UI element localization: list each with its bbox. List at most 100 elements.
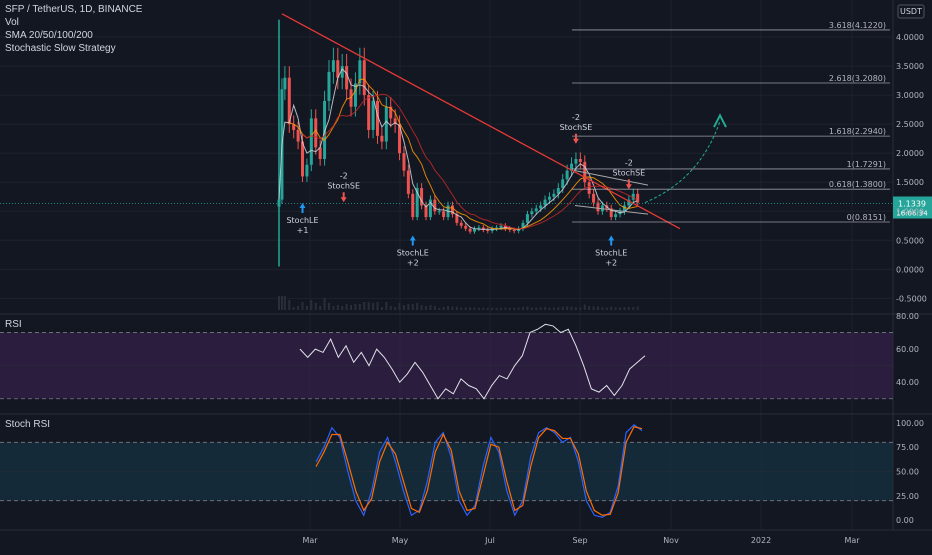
volume-bar xyxy=(280,296,283,310)
volume-bar xyxy=(350,305,353,310)
long-entry-arrow xyxy=(409,235,416,246)
volume-bar xyxy=(610,306,613,310)
rsi-pane[interactable] xyxy=(0,323,893,400)
candle-body xyxy=(495,227,499,229)
volume-bar xyxy=(292,307,295,310)
forecast-arrow-path xyxy=(644,121,721,204)
candle-body xyxy=(473,228,477,232)
fib-level-label: 2.618(3.2080) xyxy=(829,74,886,83)
volume-bar xyxy=(336,305,339,310)
candle-body xyxy=(631,193,635,200)
volume-bar xyxy=(464,307,467,310)
candle-body xyxy=(525,214,529,223)
volume-bar xyxy=(385,302,388,310)
candle-body xyxy=(340,66,344,78)
volume-bar xyxy=(341,306,344,310)
volume-bar xyxy=(407,304,410,310)
volume-bar xyxy=(451,306,454,310)
price-tick-label: 4.0000 xyxy=(896,33,924,42)
candle-body xyxy=(314,118,318,148)
candle-body xyxy=(556,188,560,194)
volume-bar xyxy=(627,307,630,310)
price-tick-label: -0.5000 xyxy=(896,294,927,303)
price-tick-label: 1.0000 xyxy=(896,207,924,216)
volume-bar xyxy=(389,306,392,310)
current-price-badge xyxy=(893,196,932,219)
candle-body xyxy=(371,100,375,130)
volume-bar xyxy=(433,306,436,310)
volume-bar xyxy=(614,307,617,310)
strategy-indicator-label[interactable]: Stochastic Slow Strategy xyxy=(5,43,116,54)
stoch-rsi-pane[interactable] xyxy=(0,424,893,518)
candle-body xyxy=(512,229,516,232)
candle-body xyxy=(305,164,309,177)
volume-bar xyxy=(486,307,489,310)
rsi-pane-label[interactable]: RSI xyxy=(5,319,22,330)
sma-100-line xyxy=(302,93,638,230)
candle-body xyxy=(490,228,494,232)
price-tick-label: 0.5000 xyxy=(896,236,924,245)
volume-bar xyxy=(345,304,348,310)
volume-bar xyxy=(636,306,639,310)
signal-qty: +2 xyxy=(407,259,419,268)
signal-qty: -2 xyxy=(625,158,633,167)
volume-bar xyxy=(363,302,366,310)
price-tick-label: 2.0000 xyxy=(896,149,924,158)
price-tick-label: 1.5000 xyxy=(896,178,924,187)
signal-label: StochLE xyxy=(397,249,429,258)
sma-50-line xyxy=(289,78,638,230)
candle-body xyxy=(433,199,437,212)
candle-body xyxy=(353,83,357,107)
price-pane[interactable]: 3.618(4.1220) 2.618(3.2080) 1.618(2.2940) 1… xyxy=(0,13,893,310)
volume-bar xyxy=(376,302,379,310)
volume-bar xyxy=(517,307,520,310)
candle-body xyxy=(481,227,485,230)
volume-indicator-label[interactable]: Vol xyxy=(5,17,19,28)
candle-body xyxy=(327,71,331,101)
candle-body xyxy=(318,147,322,159)
volume-bar xyxy=(372,303,375,310)
volume-bar xyxy=(491,307,494,310)
volume-bar xyxy=(310,300,313,310)
volume-bar xyxy=(278,296,280,310)
volume-bar xyxy=(380,307,383,310)
sma-20-line xyxy=(278,68,638,231)
stoch-tick-label: 50.00 xyxy=(896,468,919,477)
volume-bar xyxy=(561,306,564,310)
price-tick-label: 0.0000 xyxy=(896,265,924,274)
long-entry-arrow xyxy=(608,235,615,246)
short-entry-arrow xyxy=(572,133,579,144)
stoch-tick-label: 75.00 xyxy=(896,443,919,452)
bar-countdown-text: 16:06:34 xyxy=(896,209,928,217)
volume-bar xyxy=(301,302,304,310)
stoch-tick-label: 0.00 xyxy=(896,516,914,525)
candle-body xyxy=(420,188,424,206)
candle-body xyxy=(402,153,406,171)
volume-bar xyxy=(495,307,498,310)
candle-body xyxy=(424,205,428,218)
candle-body xyxy=(499,225,503,228)
candle-body xyxy=(596,202,600,212)
channel-line-lower xyxy=(574,204,649,215)
candle-body xyxy=(437,211,441,213)
current-price-text: 1.1339 xyxy=(898,199,926,208)
stoch-tick-label: 100.00 xyxy=(896,419,924,428)
volume-bar xyxy=(411,304,414,310)
candle-body xyxy=(292,124,296,130)
forecast-arrow-head xyxy=(713,113,727,128)
volume-bar xyxy=(402,305,405,310)
candle-body xyxy=(406,170,410,194)
fib-level-label: 0.618(1.3800) xyxy=(829,180,886,189)
volume-bar xyxy=(447,306,450,310)
volume-bar xyxy=(288,300,291,310)
symbol-title[interactable]: SFP / TetherUS, 1D, BINANCE xyxy=(5,4,143,15)
sma-indicator-label[interactable]: SMA 20/50/100/200 xyxy=(5,30,93,41)
fib-level-label: 1.618(2.2940) xyxy=(829,127,886,136)
long-entry-arrow xyxy=(299,203,306,214)
volume-bar xyxy=(319,306,322,310)
signal-label: StochSE xyxy=(560,123,593,132)
stoch-rsi-pane-label[interactable]: Stoch RSI xyxy=(5,419,51,430)
candle-body xyxy=(614,214,618,218)
